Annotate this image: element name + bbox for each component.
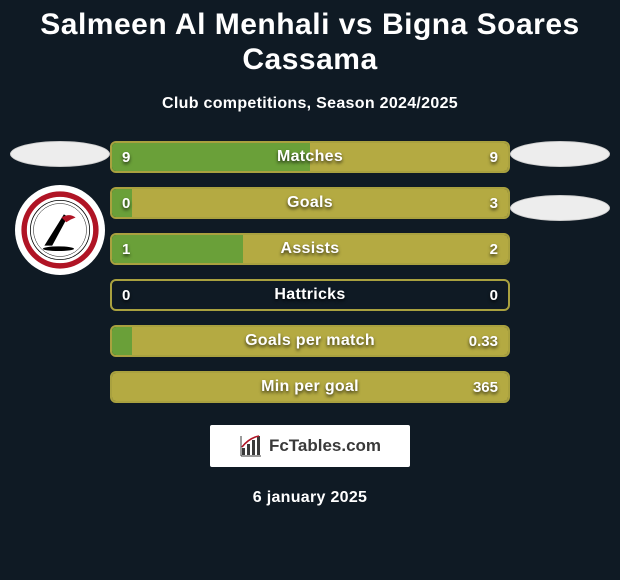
comparison-chart: Matches99Goals03Assists12Hattricks00Goal… <box>0 141 620 403</box>
stat-row: Min per goal365 <box>110 371 510 403</box>
left-player-pill <box>10 141 110 167</box>
stat-row: Matches9 9 <box>110 141 510 173</box>
club-crest-icon <box>21 191 99 269</box>
stat-value-right: 9 <box>480 143 508 171</box>
right-player-pill-1 <box>510 141 610 167</box>
watermark-text: FcTables.com <box>269 436 381 456</box>
stat-row: Goals0 3 <box>110 187 510 219</box>
stat-row: Goals per match0.33 <box>110 325 510 357</box>
stat-label: Goals per match <box>112 327 508 355</box>
left-club-logo <box>15 185 105 275</box>
subtitle: Club competitions, Season 2024/2025 <box>0 95 620 113</box>
right-player-column <box>510 141 610 221</box>
stat-value-left: 9 <box>112 143 140 171</box>
left-player-column <box>10 141 110 275</box>
stat-label: Goals <box>112 189 508 217</box>
stat-value-right: 2 <box>480 235 508 263</box>
stat-row: Assists1 2 <box>110 233 510 265</box>
stat-value-left <box>112 327 132 355</box>
stat-value-left <box>112 373 132 401</box>
stat-value-left: 0 <box>112 189 140 217</box>
date-label: 6 january 2025 <box>0 489 620 507</box>
stat-value-right: 365 <box>463 373 508 401</box>
stat-value-left: 1 <box>112 235 140 263</box>
stat-value-right: 0 <box>480 281 508 309</box>
stat-label: Assists <box>112 235 508 263</box>
chart-bars-icon <box>239 434 263 458</box>
stat-bars: Matches99Goals03Assists12Hattricks00Goal… <box>110 141 510 403</box>
stat-label: Matches <box>112 143 508 171</box>
stat-label: Hattricks <box>112 281 508 309</box>
page-title: Salmeen Al Menhali vs Bigna Soares Cassa… <box>0 0 620 77</box>
watermark: FcTables.com <box>210 425 410 467</box>
stat-value-left: 0 <box>112 281 140 309</box>
right-player-pill-2 <box>510 195 610 221</box>
stat-value-right: 3 <box>480 189 508 217</box>
stat-value-right: 0.33 <box>459 327 508 355</box>
stat-row: Hattricks0 0 <box>110 279 510 311</box>
stat-label: Min per goal <box>112 373 508 401</box>
